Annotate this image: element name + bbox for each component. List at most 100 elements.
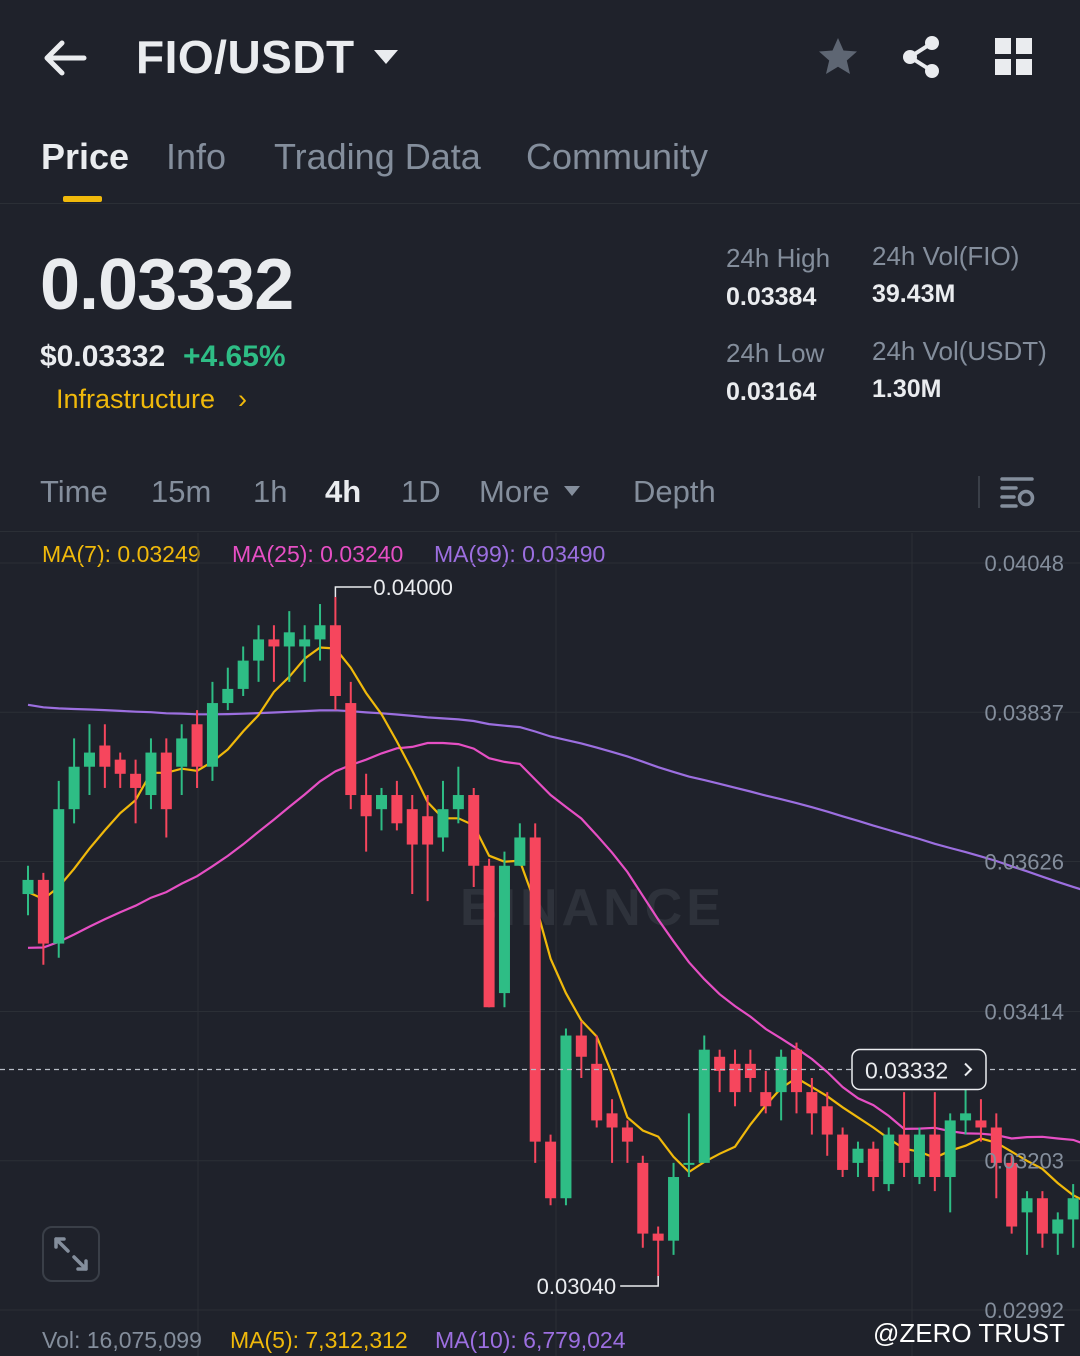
candles [22,596,1079,1277]
grid-icon[interactable] [993,36,1035,78]
candle-body [960,1113,972,1121]
candle-body [514,837,526,866]
usd-price: $0.03332 [40,340,166,373]
candle-body [145,752,157,796]
candle-body [283,632,295,647]
high-marker-label: 0.04000 [373,575,453,600]
candle-body [1036,1198,1048,1234]
candle-body [483,865,495,1008]
tab-trading-data[interactable]: Trading Data [274,136,481,177]
chart-settings-icon[interactable] [998,474,1036,510]
current-price-badge-box [851,1048,987,1091]
vol-ma5-legend: MA(5): 7,312,312 [230,1327,408,1353]
ma99-line [27,703,1080,891]
interval-depth[interactable]: Depth [633,474,716,509]
tab-price[interactable]: Price [41,136,130,177]
interval-time[interactable]: Time [40,474,108,509]
vol-quote-label: 24h Vol(USDT) [872,336,1047,366]
star-icon[interactable] [815,34,861,80]
vol-base-label: 24h Vol(FIO) [872,241,1020,271]
candle-body [852,1148,864,1163]
candle-body [975,1120,987,1128]
divider [978,476,980,508]
candle-body [329,625,341,696]
section-tabs: Price Info Trading Data Community [0,118,1080,204]
high-24h-label: 24h High [726,243,831,273]
candle-body [422,816,434,845]
candle-body [1067,1198,1079,1220]
candle-body [529,837,541,1142]
price-change-percent: +4.65% [183,340,286,373]
caret-down-icon[interactable] [563,484,581,498]
candle-body [160,752,172,810]
interval-more[interactable]: More [479,474,550,509]
active-tab-indicator [63,196,102,202]
candle-body [575,1035,587,1057]
watermark-text: @ZERO TRUST [873,1318,1066,1348]
candle-body [652,1233,664,1241]
candle-body [714,1056,726,1071]
caret-down-icon[interactable] [372,46,400,68]
interval-15m[interactable]: 15m [151,474,212,509]
tab-community[interactable]: Community [526,136,709,177]
candle-body [83,752,95,767]
candle-body [606,1113,618,1128]
vol-ma10-legend: MA(10): 6,779,024 [435,1327,626,1353]
candle-body [929,1134,941,1178]
candle-body [867,1148,879,1178]
candle-body [99,745,111,767]
chevron-right-icon [964,1062,973,1077]
candle-body [176,738,188,767]
candle-body [237,660,249,689]
interval-4h[interactable]: 4h [325,474,362,509]
interval-bar: Time 15m 1h 4h 1D More Depth [0,458,1080,532]
candle-body [898,1134,910,1163]
candlestick-chart[interactable]: BINANCE0.040480.038370.036260.034140.032… [0,533,1080,1356]
candle-body [837,1134,849,1170]
pair-title[interactable]: FIO/USDT [136,31,355,83]
candle-body [268,639,280,647]
candle-body [498,865,510,994]
candle-body [806,1092,818,1114]
ma7-line [27,646,1080,1201]
last-price: 0.03332 [40,245,294,325]
candle-body [406,809,418,845]
arrow-left-icon[interactable] [40,35,90,81]
chevron-right-icon[interactable]: › [238,384,247,414]
candle-body [913,1134,925,1178]
interval-1d[interactable]: 1D [401,474,441,509]
vol-base-value: 39.43M [872,280,956,308]
candle-body [760,1092,772,1107]
candle-body [130,773,142,788]
candle-body [437,809,449,838]
category-link[interactable]: Infrastructure [56,384,216,414]
candle-body [1006,1162,1018,1227]
candle-body [360,795,372,817]
ma25-line [27,741,1080,1144]
low-marker-label: 0.03040 [537,1274,617,1299]
candle-body [883,1134,895,1185]
candle-body [990,1127,1002,1163]
share-icon[interactable] [898,34,944,80]
candle-body [1052,1219,1064,1234]
candle-body [944,1120,956,1178]
current-price-badge[interactable]: 0.03332 [851,1048,987,1091]
top-bar: FIO/USDT [0,0,1080,118]
candle-body [253,639,265,661]
y-axis-label: 0.04048 [984,551,1064,576]
candle-body [345,703,357,796]
fullscreen-button[interactable] [42,1226,100,1282]
candle-body [191,724,203,767]
candle-body [391,795,403,824]
candle-body [22,879,34,895]
candle-body [683,1162,695,1165]
current-price-badge-label: 0.03332 [865,1057,948,1083]
candle-body [729,1063,741,1093]
tab-info[interactable]: Info [166,136,227,177]
candle-body [53,809,65,944]
low-marker-line [620,1276,659,1287]
candle-body [299,639,311,647]
candle-body [68,766,80,810]
candle-body [545,1141,557,1199]
interval-1h[interactable]: 1h [253,474,288,509]
